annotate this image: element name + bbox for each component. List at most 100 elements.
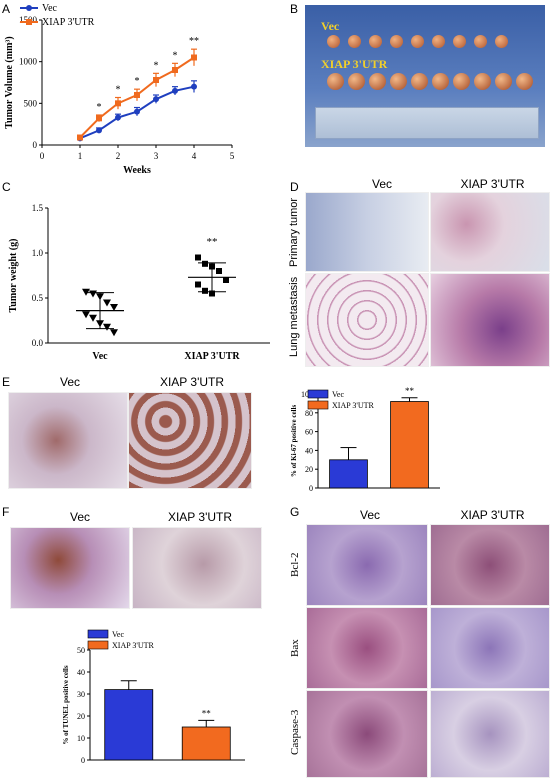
e-legend-swatch — [307, 389, 329, 399]
micrograph-d-vec-lung — [305, 273, 429, 367]
a-legend-marker-xiap — [26, 19, 32, 25]
e-y-tick-label: 40 — [305, 446, 313, 455]
panel-label-b: B — [290, 2, 299, 16]
a-point-xiap — [191, 54, 197, 61]
a-x-tick-label: 2 — [116, 151, 121, 161]
c-point-vec — [110, 304, 118, 311]
panel-label-c: C — [2, 180, 11, 194]
tumor-vec — [369, 35, 382, 48]
c-point-vec — [89, 290, 97, 298]
ruler — [315, 107, 539, 139]
c-point-xiap — [202, 287, 208, 294]
c-point-xiap — [223, 277, 229, 283]
tumor-xiap — [453, 73, 470, 90]
chart-f-tunel: 0 10 20 30 40 50 % of TUNEL positive cells ** Ve… — [62, 629, 245, 765]
d-col-xiap: XIAP 3'UTR — [460, 177, 525, 191]
c-y-tick-label: 1.0 — [32, 248, 44, 258]
c-point-xiap — [209, 290, 215, 297]
f-bar — [104, 689, 154, 761]
e-y-tick-label: 100 — [301, 390, 313, 399]
c-category-label: XIAP 3'UTR — [184, 351, 240, 362]
tumor-xiap — [369, 73, 386, 90]
f-y-tick-label: 30 — [77, 690, 85, 699]
tumor-xiap — [495, 73, 512, 90]
f-bar — [181, 726, 231, 761]
a-significance: * — [173, 50, 178, 61]
a-x-tick-label: 1 — [78, 151, 83, 161]
tumor-xiap — [411, 73, 428, 90]
micrograph-g-xiap-bax — [430, 607, 550, 689]
a-point-xiap — [134, 92, 140, 98]
tumor-xiap — [516, 73, 533, 90]
a-x-tick-label: 5 — [230, 151, 235, 161]
micrograph-d-vec-primary — [305, 192, 429, 272]
panel-label-a: A — [2, 2, 11, 16]
tumor-vec — [432, 35, 445, 48]
e-y-tick-label: 20 — [305, 465, 313, 474]
e-significance: ** — [405, 386, 415, 396]
tumor-xiap — [390, 73, 407, 90]
f-y-tick-label: 50 — [77, 646, 85, 655]
tumor-xiap — [432, 73, 449, 90]
f-legend-swatch — [87, 640, 109, 650]
micrograph-d-xiap-lung — [430, 273, 550, 367]
tumor-vec — [390, 35, 403, 48]
chart-e-ki67: 0 20 40 60 80 100% of Ki-67 positive cells ** V… — [290, 386, 440, 493]
c-y-tick-label: 1.5 — [32, 203, 44, 213]
f-y-tick-label: 20 — [77, 712, 85, 721]
photo-label-xiap: XIAP 3'UTR — [321, 57, 388, 71]
photo-label-vec: Vec — [321, 19, 340, 33]
a-significance: * — [97, 102, 102, 113]
panel-label-f: F — [2, 505, 10, 519]
a-significance: * — [154, 60, 159, 71]
e-col-xiap: XIAP 3'UTR — [159, 375, 225, 389]
a-significance: * — [135, 76, 140, 87]
a-x-axis-label: Weeks — [123, 165, 151, 176]
g-row-bax: Bax — [289, 639, 301, 657]
tumor-vec — [474, 35, 487, 48]
a-x-tick-label: 4 — [192, 151, 197, 161]
a-significance: * — [116, 85, 121, 96]
micrograph-e-xiap — [128, 392, 252, 489]
a-point-vec — [191, 83, 197, 90]
c-point-xiap — [202, 260, 208, 267]
a-point-xiap — [172, 67, 178, 73]
a-point-xiap — [153, 77, 159, 83]
c-point-vec — [103, 323, 111, 331]
g-col-xiap: XIAP 3'UTR — [460, 508, 525, 522]
e-y-tick-label: 0 — [309, 484, 313, 493]
micrograph-g-vec-caspase3 — [306, 690, 428, 778]
a-x-tick-label: 3 — [154, 151, 159, 161]
a-y-tick-label: 1000 — [19, 57, 38, 67]
f-y-axis-label: % of TUNEL positive cells — [62, 665, 70, 744]
g-col-vec: Vec — [359, 508, 380, 522]
f-legend-label: Vec — [112, 630, 124, 639]
c-point-vec — [89, 314, 97, 322]
micrograph-g-vec-bcl2 — [306, 524, 428, 606]
a-point-xiap — [96, 115, 102, 122]
a-y-axis-label: Tumor Volume (mm³) — [4, 36, 15, 128]
g-row-caspase3: Caspase-3 — [289, 709, 301, 756]
micrograph-f-xiap — [132, 527, 262, 609]
c-point-vec — [103, 299, 111, 307]
e-y-tick-label: 80 — [305, 409, 313, 418]
c-point-xiap — [216, 268, 222, 274]
f-col-xiap: XIAP 3'UTR — [167, 510, 233, 524]
tumor-vec — [411, 35, 424, 48]
a-point-vec — [172, 87, 178, 94]
c-category-label: Vec — [92, 351, 108, 362]
g-row-bcl2: Bcl-2 — [289, 552, 301, 578]
c-point-vec — [82, 311, 90, 319]
c-y-axis-label: Tumor weight (g) — [8, 239, 19, 313]
micrograph-g-vec-bax — [306, 607, 428, 689]
f-legend-swatch — [87, 629, 109, 639]
e-y-tick-label: 60 — [305, 428, 313, 437]
a-x-tick-label: 0 — [40, 151, 45, 161]
e-legend-swatch — [307, 400, 329, 410]
tumor-photo: Vec XIAP 3'UTR — [305, 5, 545, 147]
chart-c-tumor-weight: 0.0 0.5 1.0 1.5 Tumor weight (g) Vec XIAP 3'UT… — [8, 203, 270, 362]
a-legend-marker-vec — [26, 5, 32, 11]
e-bar — [329, 459, 368, 489]
f-y-tick-label: 0 — [81, 756, 85, 765]
a-significance: ** — [189, 36, 199, 47]
